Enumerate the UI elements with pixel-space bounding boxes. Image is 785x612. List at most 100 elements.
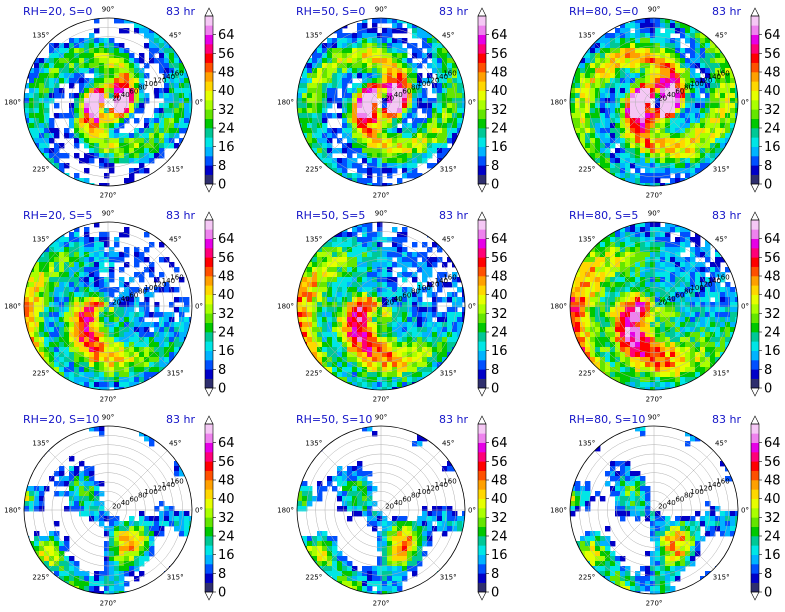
heatmap-cell — [575, 297, 581, 303]
heatmap-cell — [174, 63, 180, 69]
heatmap-cell — [392, 367, 398, 373]
heatmap-cell — [84, 53, 90, 59]
heatmap-cell — [580, 128, 586, 134]
heatmap-cell — [179, 68, 185, 74]
heatmap-cell — [377, 168, 383, 174]
heatmap-cell — [332, 357, 338, 363]
heatmap-cell — [580, 302, 586, 308]
heatmap-cell — [322, 63, 328, 69]
heatmap-cell — [585, 53, 591, 59]
heatmap-cell — [675, 158, 681, 164]
heatmap-cell — [605, 33, 611, 39]
heatmap-cell — [337, 257, 343, 263]
heatmap-cell — [139, 53, 145, 59]
heatmap-cell — [700, 88, 706, 94]
heatmap-cell — [124, 53, 130, 59]
radial-tick-label: 80 — [411, 84, 420, 92]
heatmap-cell — [432, 98, 438, 104]
heatmap-cell — [432, 302, 438, 308]
heatmap-cell — [457, 302, 463, 308]
heatmap-cell — [89, 252, 95, 258]
heatmap-cell — [645, 317, 651, 323]
heatmap-cell — [29, 282, 35, 288]
heatmap-cell — [99, 232, 105, 238]
heatmap-cell — [357, 247, 363, 253]
heatmap-cell — [64, 277, 70, 283]
heatmap-cell — [327, 287, 333, 293]
heatmap-cell — [169, 332, 175, 338]
heatmap-cell — [665, 153, 671, 159]
heatmap-cell — [119, 312, 125, 318]
heatmap-cell — [685, 38, 691, 44]
heatmap-cell — [74, 232, 80, 238]
heatmap-cell — [585, 143, 591, 149]
heatmap-cell — [322, 53, 328, 59]
heatmap-cell — [680, 312, 686, 318]
heatmap-cell — [74, 133, 80, 139]
heatmap-cell — [99, 237, 105, 243]
heatmap-cell — [447, 133, 453, 139]
radial-tick-label: 120 — [153, 281, 166, 289]
heatmap-cell — [377, 178, 383, 184]
heatmap-cell — [615, 242, 621, 248]
heatmap-cell — [575, 83, 581, 89]
heatmap-cell — [302, 317, 308, 323]
heatmap-cell — [114, 138, 120, 144]
heatmap-cell — [387, 38, 393, 44]
heatmap-cell — [372, 332, 378, 338]
heatmap-cell — [377, 387, 383, 390]
heatmap-cell — [387, 28, 393, 34]
heatmap-cell — [149, 48, 155, 54]
heatmap-cell — [34, 88, 40, 94]
heatmap-cell — [332, 38, 338, 44]
heatmap-cell — [660, 73, 666, 79]
heatmap-cell — [89, 128, 95, 134]
heatmap-cell — [362, 18, 368, 24]
heatmap-cell — [159, 242, 165, 248]
heatmap-cell — [337, 272, 343, 278]
heatmap-cell — [645, 18, 651, 24]
heatmap-cell — [59, 292, 65, 298]
heatmap-cell — [64, 237, 70, 243]
heatmap-cell — [660, 272, 666, 278]
heatmap-cell — [630, 113, 636, 119]
heatmap-cell — [635, 247, 641, 253]
heatmap-cell — [402, 138, 408, 144]
heatmap-cell — [372, 252, 378, 258]
heatmap-cell — [327, 88, 333, 94]
heatmap-cell — [645, 123, 651, 129]
heatmap-cell — [412, 173, 418, 179]
heatmap-cell — [64, 302, 70, 308]
heatmap-cell — [89, 48, 95, 54]
heatmap-cell — [317, 352, 323, 358]
heatmap-cell — [84, 58, 90, 64]
heatmap-cell — [665, 88, 671, 94]
heatmap-cell — [377, 33, 383, 39]
heatmap-cell — [74, 287, 80, 293]
heatmap-cell — [695, 297, 701, 303]
heatmap-cell — [590, 73, 596, 79]
heatmap-cell — [392, 227, 398, 233]
heatmap-cell — [64, 297, 70, 303]
colorbar-segment — [205, 285, 213, 295]
heatmap-cell — [590, 128, 596, 134]
heatmap-cell — [447, 332, 453, 338]
heatmap-cell — [357, 332, 363, 338]
heatmap-cell — [690, 83, 696, 89]
colorbar-segment — [205, 128, 213, 138]
heatmap-cell — [640, 58, 646, 64]
heatmap-cell — [590, 68, 596, 74]
colorbar-tick-label: 0 — [218, 178, 226, 193]
heatmap-cell — [635, 23, 641, 29]
colorbar-segment — [751, 53, 759, 63]
heatmap-cell — [337, 242, 343, 248]
heatmap-cell — [580, 292, 586, 298]
heatmap-cell — [109, 153, 115, 159]
heatmap-cell — [94, 118, 100, 124]
heatmap-cell — [357, 347, 363, 353]
heatmap-cell — [710, 103, 716, 109]
heatmap-cell — [675, 317, 681, 323]
heatmap-cell — [337, 63, 343, 69]
heatmap-cell — [392, 138, 398, 144]
heatmap-cell — [735, 108, 738, 114]
